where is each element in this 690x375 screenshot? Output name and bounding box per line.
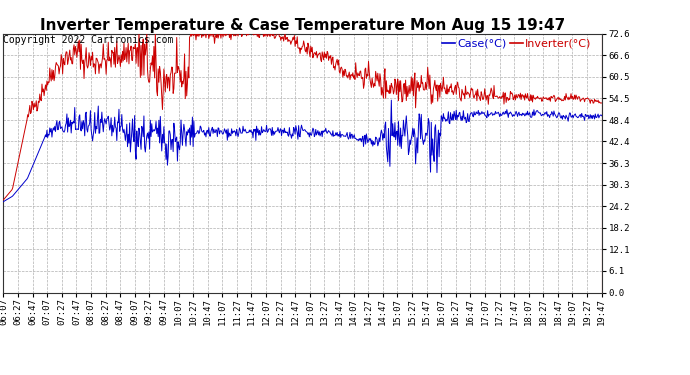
Legend: Case(°C), Inverter(°C): Case(°C), Inverter(°C) — [437, 34, 596, 53]
Text: Copyright 2022 Cartronics.com: Copyright 2022 Cartronics.com — [3, 35, 174, 45]
Title: Inverter Temperature & Case Temperature Mon Aug 15 19:47: Inverter Temperature & Case Temperature … — [40, 18, 565, 33]
